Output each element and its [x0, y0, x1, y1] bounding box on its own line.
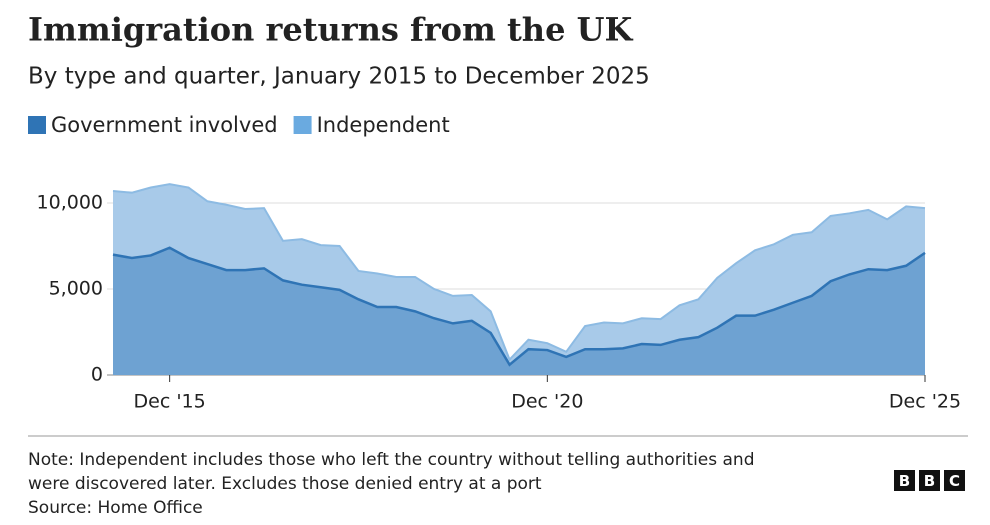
- y-tick-label: 5,000: [49, 278, 103, 300]
- x-tick-label: Dec '25: [889, 391, 961, 413]
- area: [113, 247, 925, 375]
- note: were discovered later. Excludes those de…: [28, 474, 542, 494]
- chart-title: Immigration returns from the UK: [28, 11, 633, 49]
- source: Source: Home Office: [28, 498, 203, 518]
- logo-letter: C: [949, 472, 960, 490]
- logo-letter: B: [924, 472, 935, 490]
- logo-block: [944, 470, 965, 491]
- legend-swatch: [28, 116, 46, 134]
- x-tick-label: Dec '15: [134, 391, 206, 413]
- line: [112, 246, 926, 367]
- y-tick-label: 10,000: [37, 192, 103, 214]
- logo-block: [894, 470, 915, 491]
- legend-label: Independent: [317, 113, 450, 137]
- note: Note: Independent includes those who lef…: [28, 450, 755, 470]
- chart-subtitle: By type and quarter, January 2015 to Dec…: [28, 64, 650, 90]
- legend-swatch: [293, 116, 312, 134]
- line: [112, 183, 926, 362]
- x-tick-label: Dec '20: [511, 391, 583, 413]
- y-tick-label: 0: [91, 364, 103, 386]
- legend-label: Government involved: [51, 113, 278, 137]
- logo-letter: B: [899, 472, 910, 490]
- area: [113, 184, 925, 365]
- logo-block: [919, 470, 940, 491]
